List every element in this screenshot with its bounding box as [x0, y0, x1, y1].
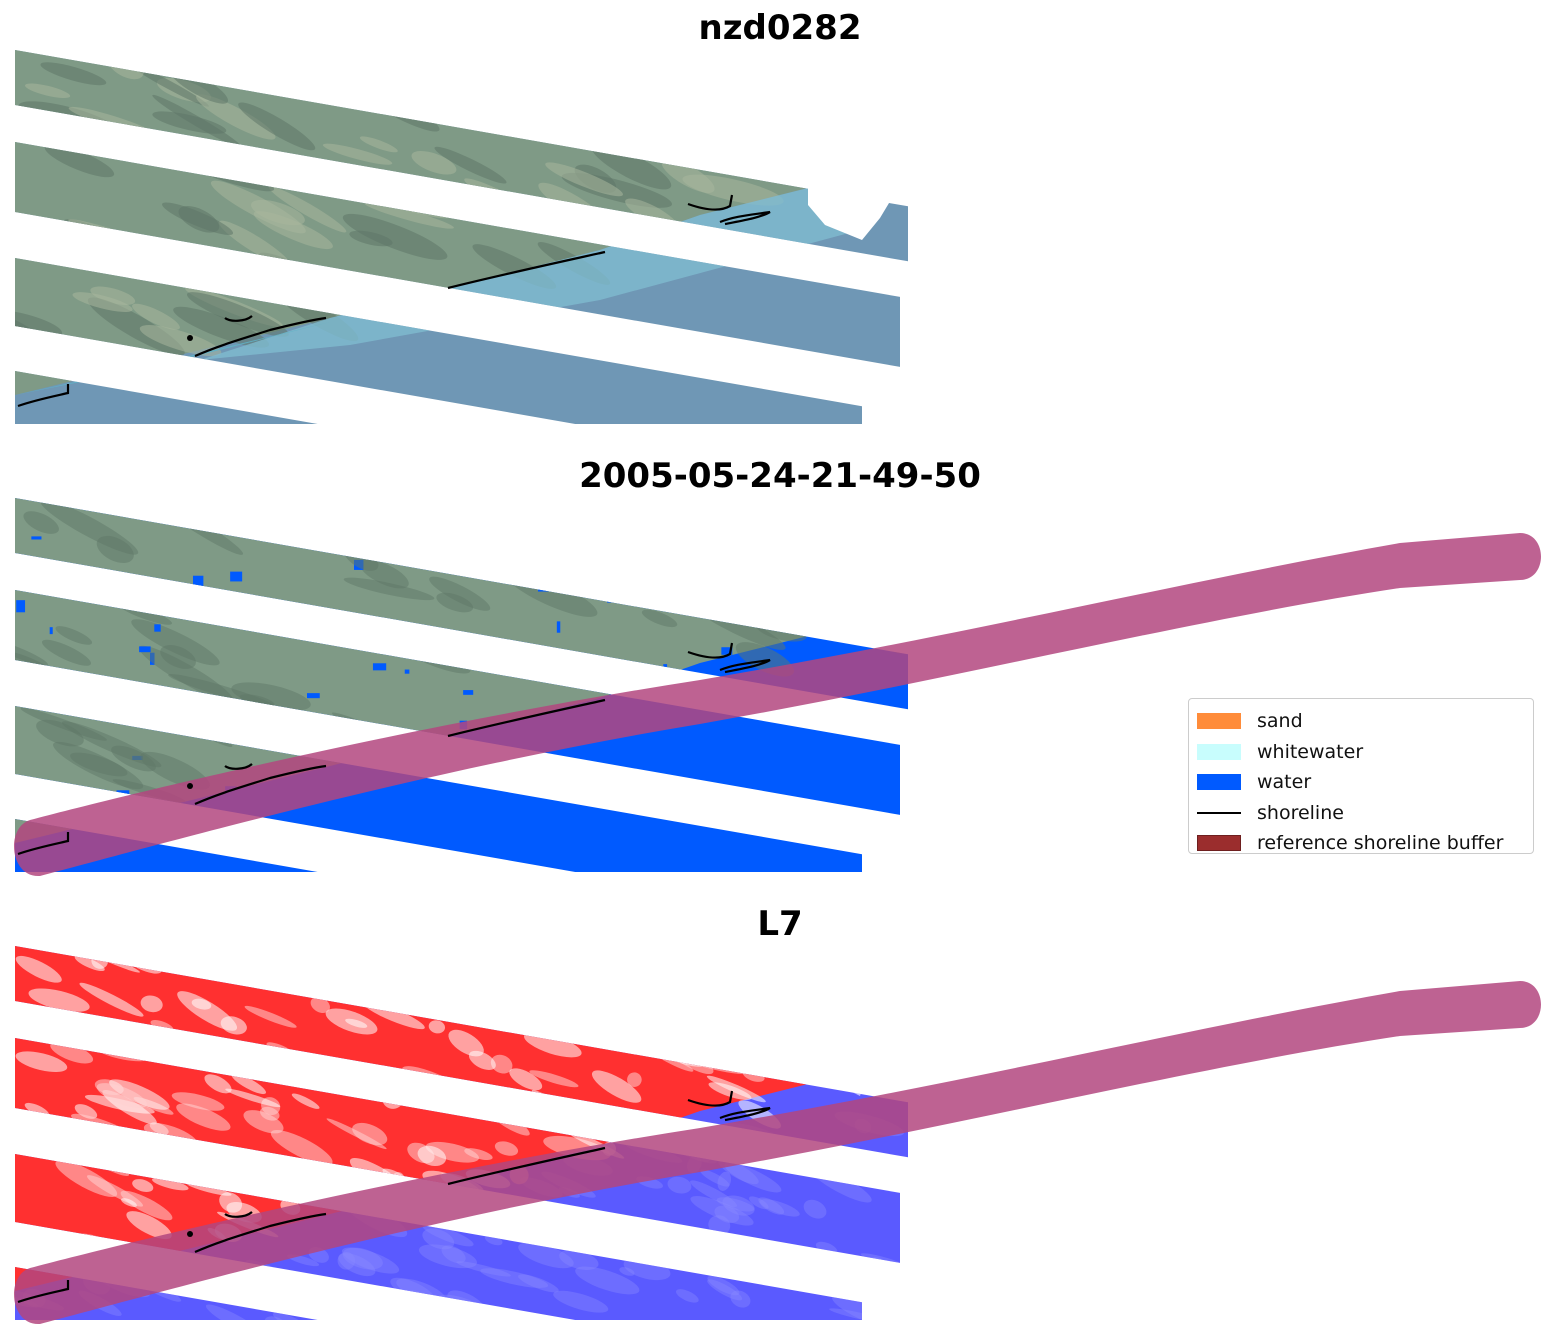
shoreline-contour	[224, 763, 253, 770]
shoreline-contour	[687, 642, 734, 659]
panel-title-index: L7	[757, 904, 803, 944]
rgb-satellite-image	[15, 50, 908, 424]
legend-label-sand: sand	[1257, 710, 1303, 733]
shoreline-contour	[194, 764, 327, 806]
shoreline-contour	[447, 250, 606, 290]
cloud-mask	[840, 958, 905, 1028]
shoreline-contour	[187, 1231, 193, 1237]
rgb-image-panel	[0, 0, 1560, 440]
legend-swatch-sand	[1197, 713, 1241, 730]
shoreline-contour	[194, 1212, 327, 1254]
legend: sand whitewater water shoreline referenc…	[1188, 698, 1534, 854]
legend-label-whitewater: whitewater	[1257, 740, 1364, 763]
classified-image-panel	[0, 448, 1560, 888]
cloud-mask	[840, 510, 905, 580]
legend-swatch-water	[1197, 774, 1241, 791]
shoreline-contour	[719, 210, 771, 226]
image-strips	[15, 50, 908, 424]
shoreline-contour	[17, 384, 70, 408]
legend-label-water: water	[1257, 771, 1312, 794]
shoreline-contour	[17, 1280, 70, 1304]
legend-item-shoreline: shoreline	[1197, 798, 1533, 829]
legend-item-whitewater: whitewater	[1197, 737, 1533, 768]
panel-title-rgb: nzd0282	[698, 8, 862, 48]
shoreline-contour	[687, 194, 734, 211]
shoreline-contour	[194, 316, 327, 358]
classified-satellite-image	[13, 498, 1542, 877]
panel-title-classified: 2005-05-24-21-49-50	[579, 456, 981, 496]
shoreline-contour	[447, 1146, 606, 1186]
reference-shoreline-buffer	[13, 981, 1542, 1325]
shoreline-contour	[224, 1211, 253, 1218]
reference-shoreline-buffer	[13, 533, 1542, 877]
legend-swatch-whitewater	[1197, 743, 1241, 760]
index-image-panel	[0, 896, 1560, 1337]
shoreline-contour	[687, 1090, 734, 1107]
legend-swatch-buffer	[1197, 835, 1241, 852]
cloud-mask	[840, 62, 905, 132]
shoreline-contour	[224, 315, 253, 322]
shoreline-contour	[187, 335, 193, 341]
legend-item-buffer: reference shoreline buffer	[1197, 828, 1533, 859]
legend-label-shoreline: shoreline	[1257, 801, 1344, 824]
legend-swatch-shoreline	[1197, 811, 1241, 814]
legend-item-sand: sand	[1197, 706, 1533, 737]
water-index-image	[13, 946, 1542, 1325]
shoreline-contour	[719, 1106, 771, 1122]
shoreline-contour	[17, 832, 70, 856]
shoreline-contour	[719, 658, 771, 674]
shoreline-contour	[447, 698, 606, 738]
legend-label-buffer: reference shoreline buffer	[1257, 832, 1504, 855]
legend-item-water: water	[1197, 767, 1533, 798]
shoreline-contour	[187, 783, 193, 789]
